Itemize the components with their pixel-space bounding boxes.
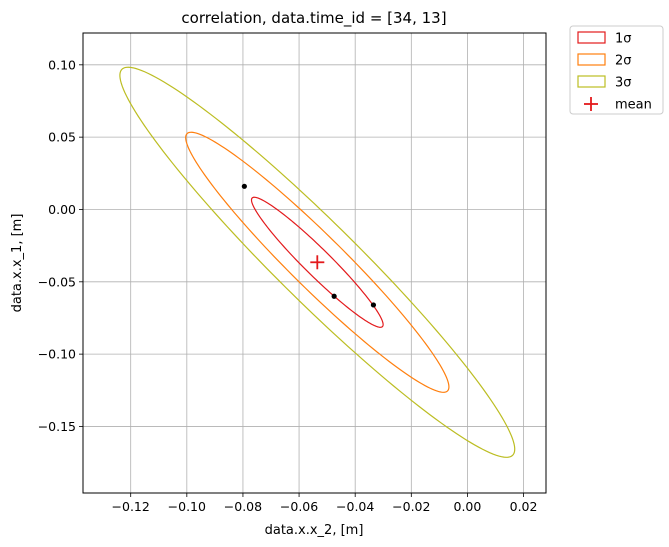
x-tick-label: −0.06	[280, 499, 318, 514]
legend-box	[569, 25, 664, 115]
legend-swatch-mean	[584, 97, 598, 111]
ellipse-1sigma	[250, 196, 384, 328]
legend-label-2sigma: 2σ	[615, 54, 632, 69]
y-tick-label: −0.15	[38, 419, 76, 434]
legend-swatch-2sigma	[577, 53, 606, 66]
ellipse-3sigma	[119, 66, 516, 458]
x-tick-label: −0.08	[224, 499, 262, 514]
legend-label-mean: mean	[615, 98, 652, 113]
legend-label-1sigma: 1σ	[615, 32, 632, 47]
mean-marker	[310, 255, 325, 270]
y-tick-label: −0.05	[38, 274, 76, 289]
y-axis-label: data.x.x_1, [m]	[10, 214, 25, 313]
plot-area	[119, 66, 516, 458]
x-tick-label: −0.12	[112, 499, 150, 514]
legend-swatch-1sigma	[577, 31, 606, 44]
y-axis-ticks: 0.10 0.05 0.00 −0.05 −0.10 −0.15	[38, 57, 83, 434]
data-point	[241, 183, 247, 189]
x-tick-label: −0.04	[336, 499, 374, 514]
y-tick-label: −0.10	[38, 347, 76, 362]
x-tick-label: −0.10	[168, 499, 206, 514]
y-tick-label: 0.10	[48, 57, 76, 72]
ellipse-2sigma	[185, 131, 450, 393]
y-tick-label: 0.05	[48, 130, 76, 145]
data-point	[331, 293, 337, 299]
legend: 1σ 2σ 3σ mean	[569, 25, 664, 115]
x-axis-label: data.x.x_2, [m]	[265, 523, 364, 538]
plot-frame	[82, 32, 547, 494]
legend-label-3sigma: 3σ	[615, 76, 632, 91]
x-axis-ticks: −0.12 −0.10 −0.08 −0.06 −0.04 −0.02 0.00 0.02	[112, 493, 538, 514]
x-tick-label: 0.00	[454, 499, 482, 514]
data-point	[370, 302, 377, 308]
legend-swatch-3sigma	[577, 75, 606, 88]
x-tick-label: −0.02	[392, 499, 430, 514]
x-tick-label: 0.02	[510, 499, 538, 514]
y-tick-label: 0.00	[48, 202, 76, 217]
chart-title: correlation, data.time_id = [34, 13]	[181, 9, 446, 28]
